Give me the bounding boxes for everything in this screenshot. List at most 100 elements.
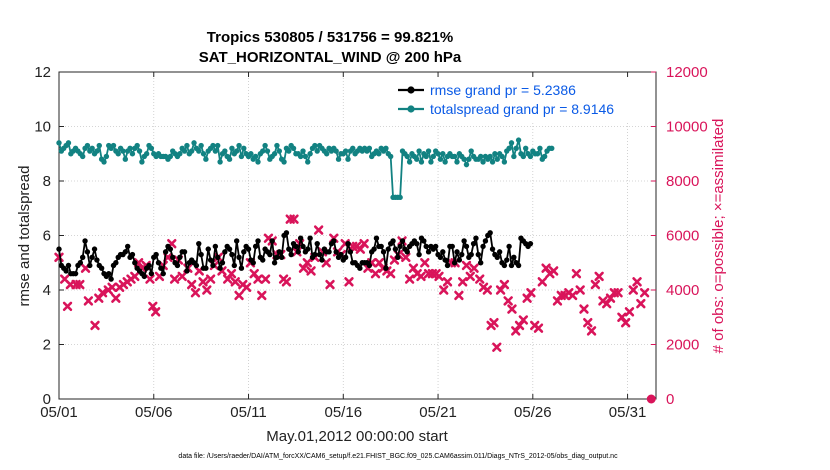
totalspread-point: [397, 194, 403, 201]
rmse-point: [203, 265, 209, 271]
totalspread-point: [376, 151, 382, 157]
totalspread-point: [437, 156, 444, 162]
rmse-point: [373, 235, 380, 241]
rmse-point: [504, 257, 510, 263]
obs-assimilated-point: [234, 290, 244, 301]
rmse-point: [170, 254, 176, 260]
obs-assimilated-point: [639, 288, 650, 298]
obs-assimilated-point: [97, 288, 108, 298]
rmse-point: [347, 249, 354, 255]
totalspread-point: [238, 153, 245, 160]
totalspread-point: [134, 142, 140, 149]
totalspread-point: [511, 153, 517, 160]
rmse-point: [399, 238, 406, 244]
obs-assimilated-point: [281, 277, 292, 287]
y2-axis-label: # of obs: o=possible; ×=assimilated: [710, 119, 727, 354]
rmse-point: [196, 240, 202, 247]
rmse-point: [494, 254, 500, 260]
totalspread-point: [188, 148, 195, 154]
rmse-point: [158, 265, 164, 271]
rmse-point: [167, 246, 174, 252]
totalspread-point: [494, 156, 500, 162]
totalspread-point: [541, 153, 548, 160]
legend: rmse grand pr = 5.2386 totalspread grand…: [390, 78, 652, 122]
totalspread-point: [300, 148, 306, 154]
rmse-point: [442, 257, 448, 263]
chart-title: Tropics 530805 / 531756 = 99.821%: [207, 29, 453, 46]
rmse-point: [501, 262, 508, 269]
obs-assimilated-point: [499, 279, 510, 290]
totalspread-point: [181, 148, 188, 154]
rmse-point: [383, 265, 389, 271]
totalspread-point: [65, 140, 72, 146]
rmse-point: [241, 249, 247, 255]
rmse-point: [461, 238, 467, 244]
rmse-point: [342, 254, 349, 260]
totalspread-point: [198, 142, 204, 149]
totalspread-point: [366, 145, 373, 151]
rmse-point: [392, 246, 399, 252]
totalspread-point: [229, 145, 235, 151]
obs-assimilated-point: [190, 288, 201, 298]
x-tick-label: 05/11: [230, 404, 266, 421]
obs-assimilated-point: [575, 285, 585, 295]
totalspread-point: [215, 142, 221, 149]
rmse-point: [212, 243, 219, 250]
totalspread-point: [286, 148, 292, 154]
legend-totalspread-marker: [407, 105, 415, 113]
y-axis-label: rmse and totalspread: [16, 166, 33, 307]
totalspread-point: [487, 153, 493, 160]
y-tick-label: 0: [43, 391, 51, 408]
totalspread-point: [252, 153, 259, 160]
obs-assimilated-point: [205, 274, 216, 284]
obs-assimilated-point: [469, 263, 479, 273]
rmse-point: [87, 262, 93, 269]
rmse-point: [404, 249, 410, 255]
obs-assimilated-point: [202, 285, 212, 295]
rmse-point: [77, 260, 84, 266]
totalspread-point: [480, 159, 486, 165]
totalspread-point: [387, 153, 394, 160]
rmse-point: [297, 235, 304, 241]
totalspread-point: [290, 145, 297, 151]
rmse-point: [255, 238, 261, 244]
totalspread-point: [430, 153, 437, 160]
obs-assimilated-point: [526, 288, 536, 298]
rmse-point: [146, 262, 152, 269]
rmse-point: [231, 262, 238, 269]
rmse-point: [482, 238, 489, 244]
rmse-point: [260, 257, 266, 263]
rmse-point: [193, 262, 200, 269]
obs-assimilated-point: [150, 307, 161, 317]
rmse-point: [312, 251, 318, 258]
legend-rmse-marker: [407, 86, 415, 94]
y-tick-label: 12: [34, 64, 51, 81]
y-axis-left: 0 2 4 6 8 10 12: [34, 64, 64, 408]
totalspread-point: [451, 153, 458, 160]
obs-assimilated-point: [198, 277, 208, 287]
totalspread-point: [499, 153, 505, 160]
obs-assimilated-point: [492, 342, 502, 352]
rmse-point: [94, 257, 100, 263]
x-axis-label: May.01,2012 00:00:00 start: [266, 428, 448, 445]
obs-assimilated-point: [416, 271, 426, 282]
totalspread-point: [440, 151, 446, 157]
totalspread-point: [115, 151, 121, 157]
totalspread-point: [196, 148, 202, 154]
rmse-point: [333, 249, 339, 255]
totalspread-point: [423, 153, 429, 160]
rmse-point: [390, 238, 396, 244]
rmse-point: [125, 243, 131, 250]
obs-assimilated-point: [385, 268, 396, 279]
rmse-point: [153, 251, 159, 258]
totalspread-point: [136, 148, 143, 154]
legend-rmse-label: rmse grand pr = 5.2386: [430, 82, 576, 98]
rmse-point: [366, 262, 373, 269]
footnote: data file: /Users/raeder/DAI/ATM_forcXX/…: [178, 453, 618, 460]
totalspread-point: [435, 151, 441, 157]
totalspread-point: [314, 148, 320, 154]
totalspread-point: [468, 148, 474, 154]
series-rmse: [56, 230, 534, 282]
totalspread-point: [442, 159, 448, 165]
obs-assimilated-point: [620, 318, 631, 328]
